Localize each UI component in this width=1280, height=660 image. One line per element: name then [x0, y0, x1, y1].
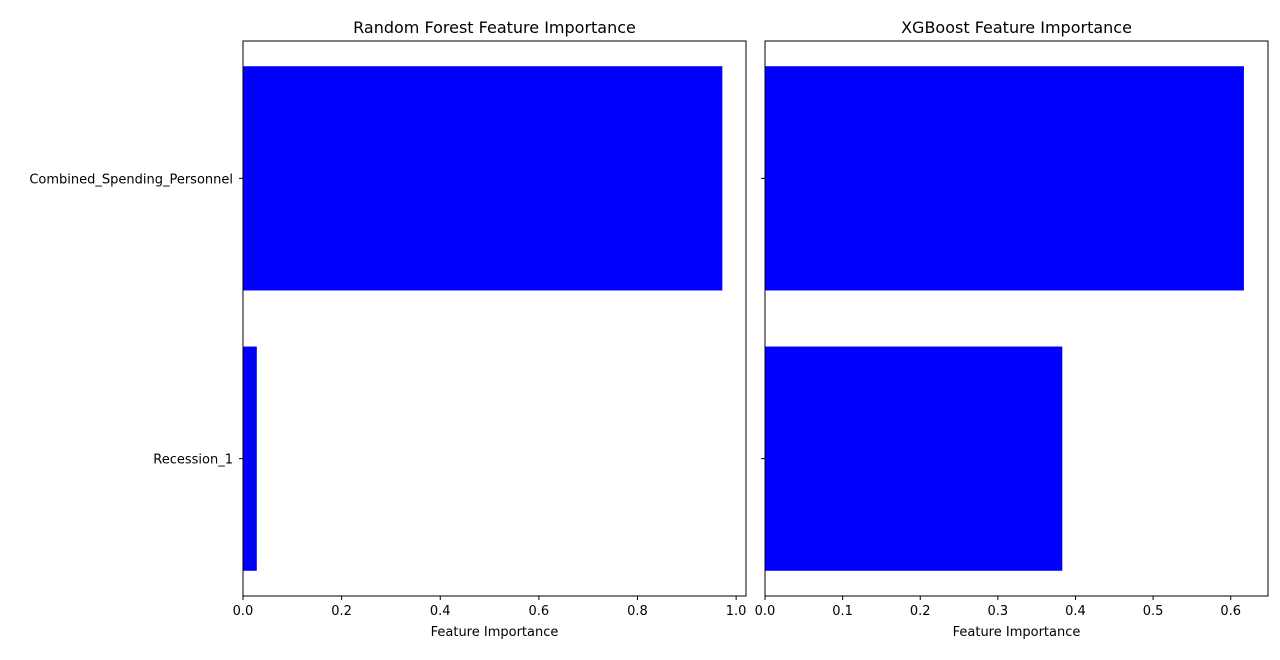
y-tick-label: Combined_Spending_Personnel [29, 172, 233, 187]
x-tick-label: 0.5 [1143, 604, 1164, 619]
x-tick-label: 0.4 [1065, 604, 1086, 619]
plot-frame [242, 40, 747, 597]
bar-recession-1 [765, 346, 1063, 571]
xgboost-panel: XGBoost Feature Importance 0.0 0.1 0.2 0.3 0… [755, 18, 1269, 640]
x-tick-label: 0.0 [755, 604, 776, 619]
plot-frame [764, 40, 1269, 597]
bar-combined-spending-personnel [765, 66, 1244, 291]
chart-title: Random Forest Feature Importance [353, 18, 636, 37]
x-axis-label: Feature Importance [431, 625, 559, 640]
y-tick-label: Recession_1 [153, 453, 233, 468]
x-axis-label: Feature Importance [953, 625, 1081, 640]
y-tick-group [761, 177, 765, 460]
x-tick-label: 0.2 [331, 604, 352, 619]
random-forest-panel: Random Forest Feature Importance Combine… [29, 18, 747, 640]
x-tick-label: 0.6 [1220, 604, 1241, 619]
x-tick-label: 0.4 [430, 604, 451, 619]
y-tick-group: Combined_Spending_Personnel Recession_1 [29, 172, 243, 468]
x-tick-label: 0.2 [910, 604, 931, 619]
x-tick-group: 0.0 0.1 0.2 0.3 0.4 0.5 0.6 [755, 596, 1241, 619]
bar-recession-1 [243, 346, 257, 571]
x-tick-label: 0.0 [233, 604, 254, 619]
x-tick-label: 0.6 [529, 604, 550, 619]
bar-group [243, 66, 723, 571]
x-tick-label: 0.8 [627, 604, 648, 619]
x-tick-label: 0.1 [832, 604, 853, 619]
bar-combined-spending-personnel [243, 66, 723, 291]
bar-group [765, 66, 1244, 571]
x-tick-label: 1.0 [726, 604, 747, 619]
x-tick-group: 0.0 0.2 0.4 0.6 0.8 1.0 [233, 596, 747, 619]
chart-title: XGBoost Feature Importance [901, 18, 1132, 37]
x-tick-label: 0.3 [988, 604, 1009, 619]
